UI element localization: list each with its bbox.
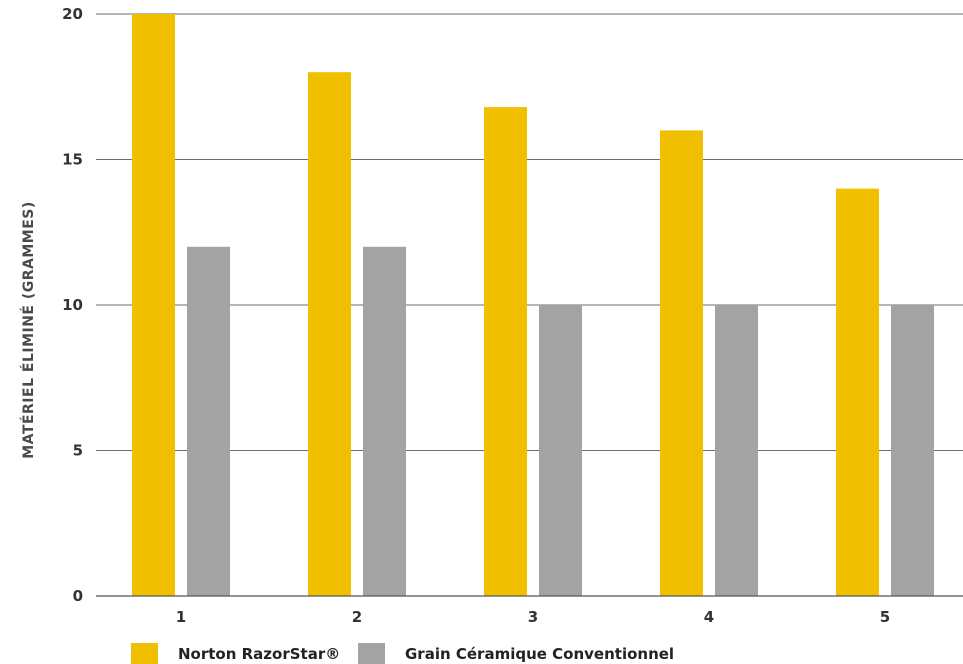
y-tick-label: 20 <box>62 5 83 23</box>
bar-razorstar-1 <box>132 14 175 596</box>
legend-label: Grain Céramique Conventionnel <box>405 645 674 663</box>
x-tick-labels: 1 2 3 4 5 <box>176 608 890 626</box>
y-tick-label: 10 <box>62 296 83 314</box>
legend-label: Norton RazorStar® <box>178 645 340 663</box>
y-axis-title: MATÉRIEL ÉLIMINÉ (GRAMMES) <box>20 201 37 459</box>
bars <box>132 14 934 597</box>
legend-swatch <box>131 643 158 664</box>
y-tick-label: 5 <box>73 442 83 460</box>
bar-razorstar-5 <box>836 188 879 596</box>
x-tick-label: 2 <box>352 608 362 626</box>
legend: Norton RazorStar® Grain Céramique Convent… <box>131 643 674 664</box>
y-tick-label: 0 <box>73 587 83 605</box>
gridlines <box>96 13 963 451</box>
bar-razorstar-3 <box>484 107 527 597</box>
bar-ceramique-5 <box>891 305 934 596</box>
x-tick-label: 5 <box>880 608 890 626</box>
bar-razorstar-4 <box>660 130 703 596</box>
legend-swatch <box>358 643 385 664</box>
bar-ceramique-2 <box>363 246 406 597</box>
bar-ceramique-4 <box>715 305 758 596</box>
x-tick-label: 3 <box>528 608 538 626</box>
x-tick-label: 1 <box>176 608 186 626</box>
bar-ceramique-1 <box>187 246 230 597</box>
x-tick-label: 4 <box>704 608 714 626</box>
y-tick-label: 15 <box>62 151 83 169</box>
bar-razorstar-2 <box>308 72 351 596</box>
y-tick-labels: 0 5 10 15 20 <box>62 5 83 605</box>
bar-ceramique-3 <box>539 305 582 596</box>
